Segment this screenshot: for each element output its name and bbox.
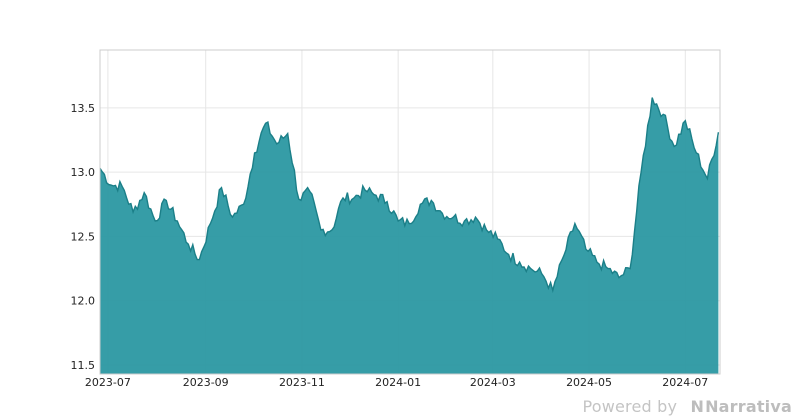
y-tick-label: 13.5	[71, 102, 96, 115]
y-axis-ticks: 11.5 12.0 12.5 13.0 13.5	[71, 102, 96, 372]
y-tick-label: 12.5	[71, 230, 96, 243]
watermark-prefix: Powered by	[582, 397, 678, 416]
y-tick-label: 11.5	[71, 359, 96, 372]
series-area-group	[99, 97, 720, 374]
x-axis-ticks: 2023-07 2023-09 2023-11 2024-01 2024-03 2024-…	[85, 376, 708, 389]
series-line	[99, 97, 720, 294]
plot-frame	[99, 49, 721, 375]
narrativa-logo-icon: N	[690, 397, 705, 416]
x-tick-label: 2023-07	[85, 376, 131, 389]
x-tick-label: 2024-07	[662, 376, 708, 389]
x-tick-label: 2023-11	[279, 376, 325, 389]
powered-by-watermark: Powered by NNarrativa	[582, 397, 792, 416]
watermark-brand: Narrativa	[705, 397, 792, 416]
x-tick-label: 2024-03	[470, 376, 516, 389]
x-tick-label: 2024-05	[566, 376, 612, 389]
x-tick-label: 2024-01	[375, 376, 421, 389]
y-tick-label: 12.0	[71, 295, 96, 308]
x-tick-label: 2023-09	[183, 376, 229, 389]
y-tick-label: 13.0	[71, 166, 96, 179]
series-area	[100, 97, 719, 374]
